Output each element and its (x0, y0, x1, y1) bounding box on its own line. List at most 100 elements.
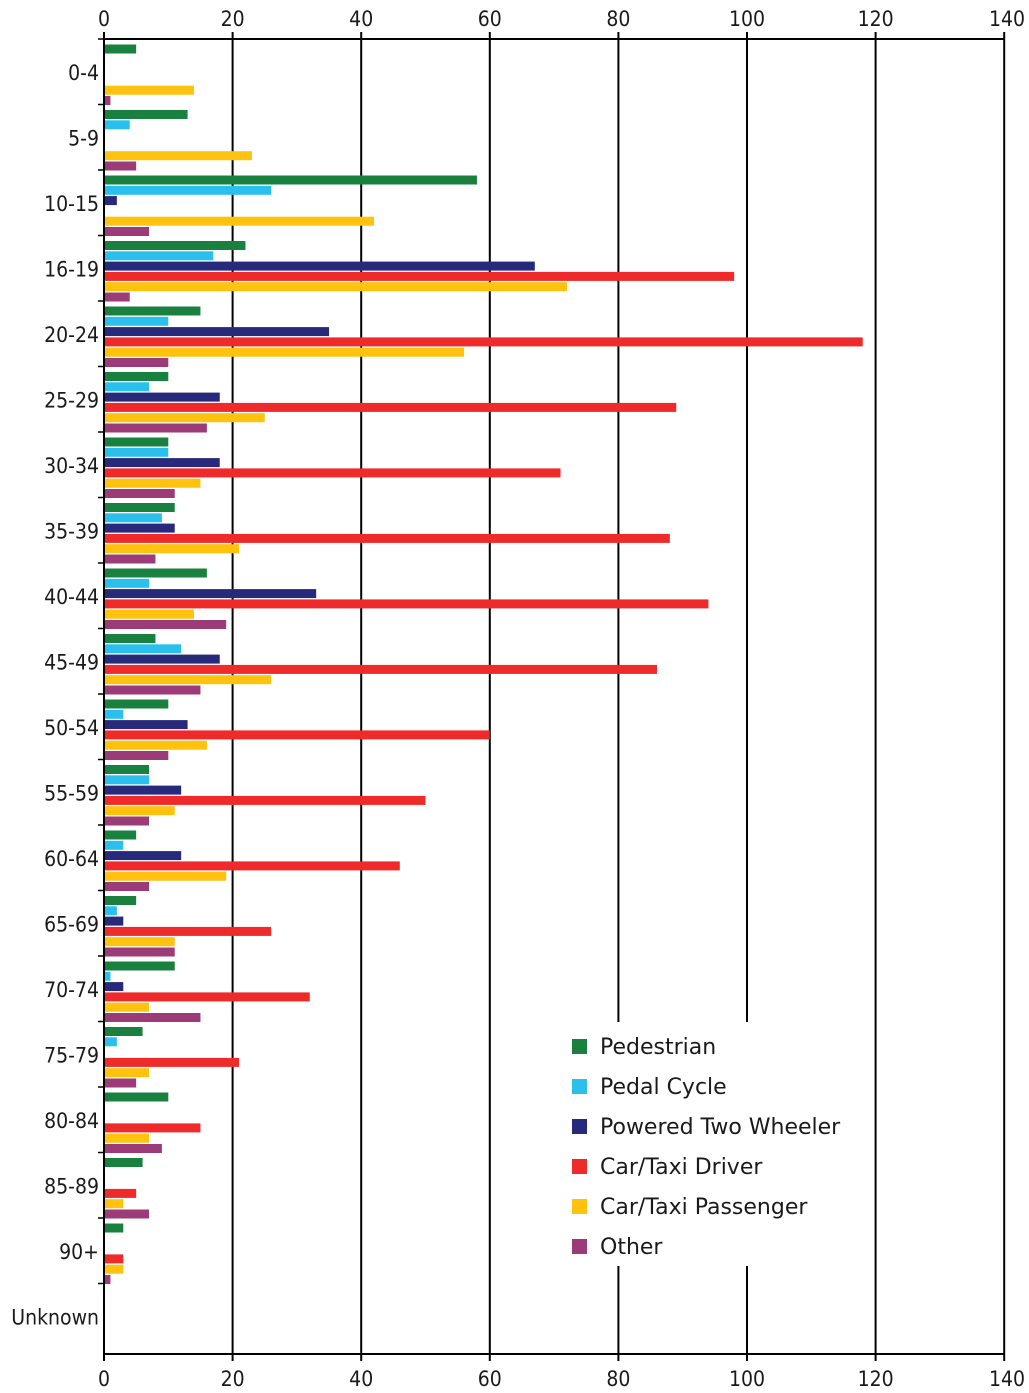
bar-55-59-other (104, 816, 150, 826)
legend-label-car-taxi-passenger: Car/Taxi Passenger (600, 1195, 808, 1220)
bar-5-9-other (104, 161, 137, 171)
y-tick-label-55-59: 55-59 (44, 781, 99, 805)
bar-0-4-pedestrian (104, 44, 137, 54)
bar-16-19-pedestrian (104, 241, 246, 250)
bar-30-34-car-taxi-passenger (104, 478, 201, 488)
bar-25-29-pedal-cycle (104, 382, 150, 392)
bar-30-34-pedestrian (104, 437, 169, 447)
bar-10-15-pedal-cycle (104, 185, 272, 195)
x-tick-label-top-100: 100 (729, 7, 765, 31)
bar-40-44-car-taxi-driver (104, 599, 709, 609)
bar-85-89-car-taxi-passenger (104, 1199, 124, 1209)
bar-45-49-powered-two-wheeler (104, 654, 220, 664)
x-tick-label-top-40: 40 (349, 7, 373, 31)
x-tick-label-bottom-60: 60 (478, 1367, 502, 1391)
x-tick-label-top-140: 140 (989, 7, 1025, 31)
bar-25-29-car-taxi-passenger (104, 413, 265, 423)
bar-60-64-powered-two-wheeler (104, 851, 182, 861)
legend-swatch-car-taxi-passenger (572, 1199, 587, 1214)
bar-35-39-other (104, 554, 156, 564)
bar-70-74-car-taxi-passenger (104, 1002, 150, 1012)
x-tick-label-bottom-100: 100 (729, 1367, 765, 1391)
x-tick-label-bottom-0: 0 (98, 1367, 110, 1391)
legend-label-powered-two-wheeler: Powered Two Wheeler (600, 1115, 841, 1140)
legend-swatch-other (572, 1239, 587, 1254)
bar-25-29-other (104, 423, 207, 433)
bar-65-69-pedal-cycle (104, 906, 117, 916)
x-tick-label-bottom-20: 20 (221, 1367, 245, 1391)
bar-30-34-other (104, 489, 175, 498)
bars (104, 44, 863, 1284)
legend: Pedestrian Pedal Cycle Powered Two Wheeler… (572, 1035, 841, 1260)
bar-55-59-car-taxi-passenger (104, 806, 175, 816)
bar-60-64-pedestrian (104, 830, 137, 840)
y-tick-label-5-9: 5-9 (68, 126, 99, 150)
bar-90-pedestrian (104, 1223, 124, 1233)
bar-60-64-pedal-cycle (104, 840, 124, 850)
bar-16-19-car-taxi-passenger (104, 282, 567, 292)
bar-35-39-car-taxi-passenger (104, 544, 240, 554)
bar-55-59-car-taxi-driver (104, 795, 426, 805)
bar-60-64-other (104, 882, 150, 891)
y-tick-label-20-24: 20-24 (44, 323, 99, 347)
bar-50-54-car-taxi-driver (104, 730, 490, 740)
bar-90-other (104, 1275, 111, 1284)
bar-20-24-other (104, 358, 169, 367)
bar-30-34-pedal-cycle (104, 447, 169, 457)
bar-16-19-pedal-cycle (104, 251, 214, 261)
bar-20-24-pedestrian (104, 306, 201, 316)
bar-55-59-pedal-cycle (104, 775, 150, 785)
bar-20-24-car-taxi-passenger (104, 347, 465, 357)
x-tick-label-top-120: 120 (858, 7, 894, 31)
bar-40-44-other (104, 620, 227, 629)
grid-lines (231, 39, 1006, 1354)
bar-45-49-pedestrian (104, 634, 156, 643)
y-tick-label-45-49: 45-49 (44, 650, 99, 674)
x-tick-label-bottom-40: 40 (349, 1367, 373, 1391)
y-tick-label-50-54: 50-54 (44, 716, 99, 740)
x-tick-label-top-0: 0 (98, 7, 110, 31)
x-tick-label-bottom-140: 140 (989, 1367, 1025, 1391)
legend-label-other: Other (600, 1235, 663, 1260)
bar-90-car-taxi-driver (104, 1254, 124, 1264)
bar-80-84-pedestrian (104, 1092, 169, 1102)
x-tick-label-top-60: 60 (478, 7, 502, 31)
bar-65-69-other (104, 947, 175, 957)
bar-60-64-car-taxi-passenger (104, 871, 227, 881)
bar-70-74-pedestrian (104, 961, 175, 971)
y-tick-label-75-79: 75-79 (44, 1043, 99, 1067)
bar-75-79-car-taxi-passenger (104, 1068, 150, 1078)
legend-label-pedestrian: Pedestrian (600, 1035, 716, 1060)
bar-0-4-other (104, 96, 111, 105)
bar-55-59-pedestrian (104, 765, 150, 774)
bar-5-9-car-taxi-passenger (104, 151, 252, 161)
bar-10-15-other (104, 227, 150, 236)
bar-65-69-car-taxi-driver (104, 926, 272, 936)
legend-swatch-pedestrian (572, 1039, 587, 1054)
bar-10-15-pedestrian (104, 175, 477, 185)
bar-65-69-car-taxi-passenger (104, 937, 175, 947)
bar-35-39-powered-two-wheeler (104, 523, 175, 533)
bar-70-74-powered-two-wheeler (104, 982, 124, 992)
bar-16-19-car-taxi-driver (104, 271, 735, 281)
bar-20-24-car-taxi-driver (104, 337, 863, 347)
bar-65-69-pedestrian (104, 896, 137, 905)
bar-75-79-car-taxi-driver (104, 1057, 240, 1067)
bar-40-44-powered-two-wheeler (104, 589, 317, 599)
bar-55-59-powered-two-wheeler (104, 785, 182, 795)
bar-30-34-powered-two-wheeler (104, 458, 220, 468)
bar-80-84-car-taxi-passenger (104, 1133, 150, 1143)
bar-5-9-pedestrian (104, 110, 188, 119)
y-tick-label-30-34: 30-34 (44, 454, 99, 478)
bar-80-84-car-taxi-driver (104, 1123, 201, 1133)
bar-30-34-car-taxi-driver (104, 468, 561, 478)
bar-20-24-powered-two-wheeler (104, 327, 330, 337)
bar-90-car-taxi-passenger (104, 1264, 124, 1274)
x-tick-label-top-20: 20 (221, 7, 245, 31)
y-tick-label-70-74: 70-74 (44, 978, 99, 1002)
bar-60-64-car-taxi-driver (104, 861, 400, 871)
bar-50-54-pedal-cycle (104, 709, 124, 719)
legend-swatch-pedal-cycle (572, 1079, 587, 1094)
y-tick-label-10-15: 10-15 (44, 192, 99, 216)
x-tick-label-bottom-80: 80 (606, 1367, 630, 1391)
